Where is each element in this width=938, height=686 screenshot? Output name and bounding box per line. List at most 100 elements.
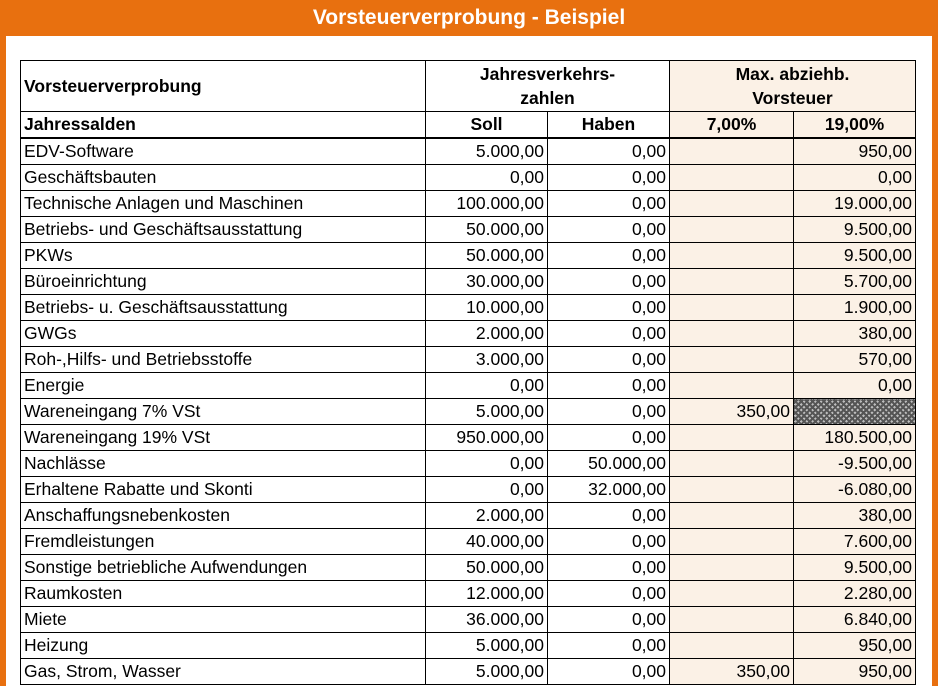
cell-vorsteuer-19[interactable]: -6.080,00 (793, 476, 916, 503)
cell-vorsteuer-19[interactable]: 6.840,00 (793, 606, 916, 633)
cell-soll[interactable]: 5.000,00 (425, 137, 548, 165)
cell-account-name[interactable]: Betriebs- u. Geschäftsausstattung (20, 294, 426, 321)
cell-vorsteuer-19[interactable]: 380,00 (793, 502, 916, 529)
cell-haben[interactable]: 0,00 (547, 164, 670, 191)
cell-vorsteuer-7[interactable] (669, 554, 794, 581)
cell-account-name[interactable]: Gas, Strom, Wasser (20, 658, 426, 685)
cell-soll[interactable]: 5.000,00 (425, 398, 548, 425)
cell-account-name[interactable]: Büroeinrichtung (20, 268, 426, 295)
cell-soll[interactable]: 5.000,00 (425, 658, 548, 685)
cell-account-name[interactable]: Geschäftsbauten (20, 164, 426, 191)
cell-account-name[interactable]: Nachlässe (20, 450, 426, 477)
cell-account-name[interactable]: GWGs (20, 320, 426, 347)
cell-vorsteuer-7[interactable] (669, 346, 794, 373)
cell-soll[interactable]: 50.000,00 (425, 554, 548, 581)
cell-haben[interactable]: 0,00 (547, 268, 670, 295)
cell-soll[interactable]: 36.000,00 (425, 606, 548, 633)
cell-vorsteuer-7[interactable] (669, 137, 794, 165)
cell-account-name[interactable]: Erhaltene Rabatte und Skonti (20, 476, 426, 503)
cell-soll[interactable]: 12.000,00 (425, 580, 548, 607)
cell-haben[interactable]: 0,00 (547, 424, 670, 451)
cell-account-name[interactable]: Technische Anlagen und Maschinen (20, 190, 426, 217)
cell-vorsteuer-7[interactable] (669, 580, 794, 607)
cell-haben[interactable]: 0,00 (547, 632, 670, 659)
cell-haben[interactable]: 0,00 (547, 294, 670, 321)
cell-vorsteuer-7[interactable]: 350,00 (669, 398, 794, 425)
cell-soll[interactable]: 50.000,00 (425, 216, 548, 243)
cell-soll[interactable]: 2.000,00 (425, 320, 548, 347)
cell-haben[interactable]: 0,00 (547, 398, 670, 425)
cell-account-name[interactable]: PKWs (20, 242, 426, 269)
cell-vorsteuer-19[interactable]: 380,00 (793, 320, 916, 347)
cell-vorsteuer-19[interactable]: 950,00 (793, 632, 916, 659)
cell-haben[interactable]: 0,00 (547, 528, 670, 555)
cell-soll[interactable]: 50.000,00 (425, 242, 548, 269)
cell-vorsteuer-19[interactable]: 0,00 (793, 372, 916, 399)
cell-vorsteuer-7[interactable] (669, 268, 794, 295)
cell-haben[interactable]: 0,00 (547, 580, 670, 607)
cell-account-name[interactable]: Anschaffungsnebenkosten (20, 502, 426, 529)
cell-account-name[interactable]: EDV-Software (20, 137, 426, 165)
cell-haben[interactable]: 0,00 (547, 216, 670, 243)
cell-vorsteuer-7[interactable] (669, 320, 794, 347)
cell-haben[interactable]: 0,00 (547, 320, 670, 347)
cell-vorsteuer-19[interactable]: -9.500,00 (793, 450, 916, 477)
cell-vorsteuer-7[interactable] (669, 476, 794, 503)
cell-vorsteuer-7[interactable] (669, 606, 794, 633)
cell-account-name[interactable]: Fremdleistungen (20, 528, 426, 555)
cell-vorsteuer-19[interactable]: 9.500,00 (793, 216, 916, 243)
cell-vorsteuer-7[interactable] (669, 424, 794, 451)
cell-haben[interactable]: 50.000,00 (547, 450, 670, 477)
cell-haben[interactable]: 0,00 (547, 502, 670, 529)
cell-soll[interactable]: 0,00 (425, 164, 548, 191)
cell-haben[interactable]: 0,00 (547, 190, 670, 217)
cell-soll[interactable]: 100.000,00 (425, 190, 548, 217)
cell-haben[interactable]: 0,00 (547, 554, 670, 581)
cell-haben[interactable]: 0,00 (547, 137, 670, 165)
cell-vorsteuer-7[interactable] (669, 450, 794, 477)
cell-account-name[interactable]: Roh-,Hilfs- und Betriebsstoffe (20, 346, 426, 373)
cell-vorsteuer-19[interactable]: 1.900,00 (793, 294, 916, 321)
cell-vorsteuer-7[interactable]: 350,00 (669, 658, 794, 685)
cell-account-name[interactable]: Sonstige betriebliche Aufwendungen (20, 554, 426, 581)
cell-soll[interactable]: 3.000,00 (425, 346, 548, 373)
cell-account-name[interactable]: Energie (20, 372, 426, 399)
cell-account-name[interactable]: Miete (20, 606, 426, 633)
cell-vorsteuer-19[interactable]: 7.600,00 (793, 528, 916, 555)
cell-vorsteuer-7[interactable] (669, 294, 794, 321)
cell-vorsteuer-7[interactable] (669, 190, 794, 217)
cell-vorsteuer-7[interactable] (669, 632, 794, 659)
cell-vorsteuer-7[interactable] (669, 164, 794, 191)
cell-vorsteuer-19[interactable]: 5.700,00 (793, 268, 916, 295)
cell-soll[interactable]: 950.000,00 (425, 424, 548, 451)
cell-vorsteuer-19[interactable]: 950,00 (793, 137, 916, 165)
cell-account-name[interactable]: Betriebs- und Geschäftsausstattung (20, 216, 426, 243)
cell-haben[interactable]: 0,00 (547, 346, 670, 373)
cell-vorsteuer-7[interactable] (669, 242, 794, 269)
cell-haben[interactable]: 0,00 (547, 658, 670, 685)
cell-haben[interactable]: 32.000,00 (547, 476, 670, 503)
cell-vorsteuer-19[interactable]: 2.280,00 (793, 580, 916, 607)
cell-vorsteuer-19[interactable]: 0,00 (793, 164, 916, 191)
cell-vorsteuer-19[interactable]: 180.500,00 (793, 424, 916, 451)
cell-haben[interactable]: 0,00 (547, 372, 670, 399)
cell-vorsteuer-19[interactable]: 19.000,00 (793, 190, 916, 217)
cell-soll[interactable]: 40.000,00 (425, 528, 548, 555)
cell-vorsteuer-19[interactable]: 9.500,00 (793, 554, 916, 581)
cell-soll[interactable]: 10.000,00 (425, 294, 548, 321)
cell-account-name[interactable]: Wareneingang 19% VSt (20, 424, 426, 451)
cell-vorsteuer-7[interactable] (669, 372, 794, 399)
cell-haben[interactable]: 0,00 (547, 606, 670, 633)
cell-vorsteuer-7[interactable] (669, 528, 794, 555)
cell-vorsteuer-7[interactable] (669, 216, 794, 243)
cell-vorsteuer-19[interactable] (793, 398, 916, 425)
cell-account-name[interactable]: Heizung (20, 632, 426, 659)
cell-soll[interactable]: 30.000,00 (425, 268, 548, 295)
cell-soll[interactable]: 5.000,00 (425, 632, 548, 659)
cell-vorsteuer-7[interactable] (669, 502, 794, 529)
cell-account-name[interactable]: Wareneingang 7% VSt (20, 398, 426, 425)
cell-vorsteuer-19[interactable]: 950,00 (793, 658, 916, 685)
cell-account-name[interactable]: Raumkosten (20, 580, 426, 607)
cell-vorsteuer-19[interactable]: 570,00 (793, 346, 916, 373)
cell-vorsteuer-19[interactable]: 9.500,00 (793, 242, 916, 269)
